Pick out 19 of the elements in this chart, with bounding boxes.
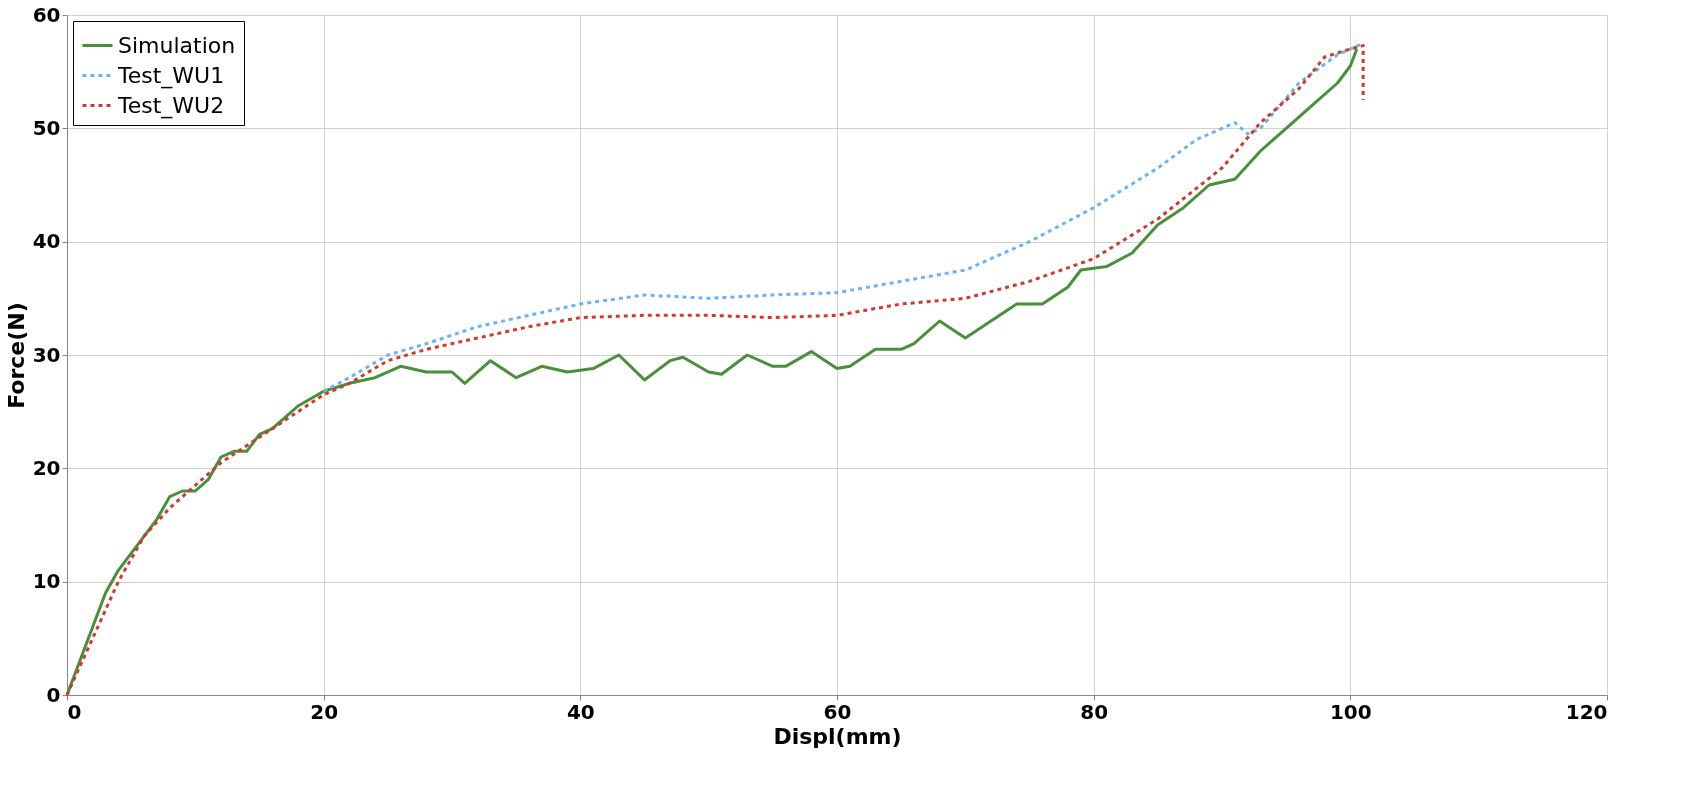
y-tick-label: 0 bbox=[46, 682, 61, 707]
y-axis-title: Force(N) bbox=[3, 302, 29, 409]
y-tick-label: 50 bbox=[32, 115, 61, 140]
legend-label: Simulation bbox=[118, 32, 236, 58]
x-tick-label: 20 bbox=[310, 699, 339, 724]
y-tick-label: 40 bbox=[32, 229, 61, 254]
x-tick-label: 40 bbox=[566, 699, 595, 724]
legend-label: Test_WU1 bbox=[117, 62, 225, 89]
x-axis-title: Displ(mm) bbox=[773, 723, 902, 749]
y-tick-label: 30 bbox=[32, 342, 61, 367]
x-tick-label: 60 bbox=[823, 699, 852, 724]
y-tick-label: 60 bbox=[32, 2, 61, 27]
x-tick-label: 0 bbox=[67, 699, 82, 724]
y-tick-label: 20 bbox=[32, 455, 61, 480]
legend-label: Test_WU2 bbox=[117, 92, 225, 119]
x-tick-label: 80 bbox=[1080, 699, 1109, 724]
x-tick-label: 120 bbox=[1565, 699, 1608, 724]
x-tick-label: 100 bbox=[1329, 699, 1372, 724]
y-tick-label: 10 bbox=[32, 569, 61, 594]
